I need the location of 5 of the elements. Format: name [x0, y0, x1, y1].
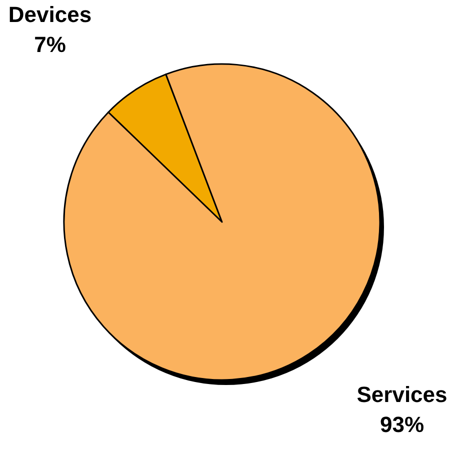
pie-slice	[63, 63, 381, 381]
slice-label: Devices	[8, 2, 92, 27]
slice-label: Services	[356, 382, 448, 407]
data-label: 93%	[380, 412, 424, 437]
data-label: 7%	[34, 32, 66, 57]
